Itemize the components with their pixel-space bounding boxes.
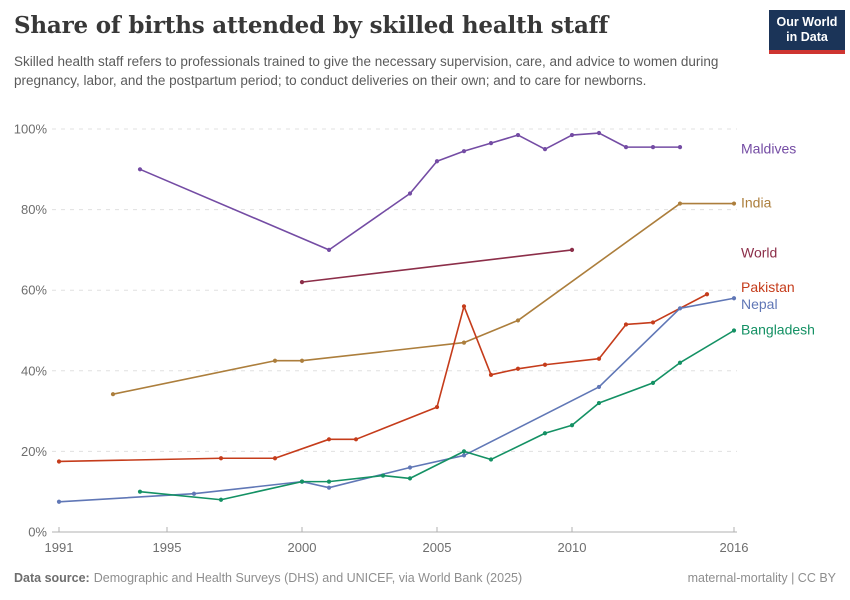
series-point-pakistan (542, 362, 548, 367)
owid-logo-line2: in Data (786, 30, 828, 45)
series-point-maldives (461, 149, 467, 154)
series-point-bangladesh (326, 479, 332, 484)
series-point-bangladesh (650, 380, 656, 385)
owid-logo: Our World in Data (769, 10, 845, 54)
series-point-nepal (461, 453, 467, 458)
series-point-india (461, 340, 467, 345)
series-point-pakistan (353, 437, 359, 442)
series-point-pakistan (623, 322, 629, 327)
series-point-bangladesh (461, 449, 467, 454)
series-point-maldives (596, 130, 602, 136)
series-point-world (299, 280, 305, 285)
series-point-maldives (542, 147, 548, 152)
series-label-world: World (741, 245, 777, 261)
series-point-nepal (56, 499, 62, 504)
series-point-bangladesh (488, 457, 494, 462)
series-point-maldives (650, 145, 656, 150)
x-tick-label: 1995 (153, 540, 182, 555)
series-label-nepal: Nepal (741, 296, 778, 312)
series-point-nepal (731, 296, 737, 301)
license-note: maternal-mortality | CC BY (687, 571, 836, 585)
series-point-maldives (569, 132, 575, 138)
x-tick-label: 1991 (45, 540, 74, 555)
series-point-nepal (326, 485, 332, 490)
series-point-india (731, 201, 737, 206)
series-point-pakistan (461, 304, 467, 309)
y-tick-label: 80% (21, 202, 47, 217)
series-point-nepal (407, 465, 413, 470)
series-point-world (569, 247, 575, 252)
series-label-pakistan: Pakistan (741, 279, 795, 295)
series-point-maldives (326, 247, 332, 252)
x-tick-label: 2010 (558, 540, 587, 555)
series-point-pakistan (515, 366, 521, 371)
series-point-maldives (677, 145, 683, 150)
series-point-india (677, 201, 683, 206)
y-tick-label: 60% (21, 283, 47, 298)
series-point-bangladesh (407, 476, 413, 481)
series-point-india (110, 392, 116, 397)
series-line-nepal (58, 297, 735, 503)
series-point-bangladesh (677, 360, 683, 365)
series-point-pakistan (218, 456, 224, 461)
series-line-pakistan (58, 293, 708, 463)
series-line-india (112, 202, 735, 395)
series-point-bangladesh (731, 328, 737, 333)
series-point-bangladesh (542, 431, 548, 436)
series-point-bangladesh (137, 489, 143, 494)
series-point-bangladesh (218, 497, 224, 502)
page-title: Share of births attended by skilled heal… (14, 12, 609, 39)
series-point-pakistan (650, 320, 656, 325)
series-point-nepal (596, 384, 602, 390)
series-point-nepal (191, 491, 197, 496)
series-point-india (272, 358, 278, 363)
series-label-bangladesh: Bangladesh (741, 322, 815, 338)
series-point-bangladesh (299, 479, 305, 484)
series-point-pakistan (488, 372, 494, 377)
series-label-india: India (741, 195, 772, 211)
y-tick-label: 0% (28, 525, 47, 540)
series-point-pakistan (326, 437, 332, 442)
chart-subtitle: Skilled health staff refers to professio… (14, 54, 719, 88)
series-point-pakistan (56, 459, 62, 464)
series-point-maldives (515, 132, 521, 138)
data-source-note: Data source: Demographic and Health Surve… (14, 571, 522, 585)
series-point-bangladesh (569, 423, 575, 428)
series-line-world (301, 249, 573, 283)
y-tick-label: 20% (21, 444, 47, 459)
series-point-nepal (677, 306, 683, 311)
series-point-india (515, 318, 521, 323)
series-point-pakistan (434, 404, 440, 410)
x-tick-label: 2005 (423, 540, 452, 555)
x-tick-label: 2016 (720, 540, 749, 555)
data-source-text: Demographic and Health Surveys (DHS) and… (93, 571, 523, 585)
series-point-maldives (434, 159, 440, 164)
series-point-bangladesh (596, 400, 602, 406)
y-tick-label: 100% (14, 122, 48, 137)
series-point-maldives (137, 167, 143, 172)
series-label-maldives: Maldives (741, 141, 796, 157)
series-point-bangladesh (380, 473, 386, 478)
owid-logo-line1: Our World (776, 15, 838, 29)
data-source-label: Data source: (14, 571, 90, 585)
series-point-pakistan (596, 356, 602, 361)
series-point-pakistan (272, 456, 278, 461)
y-tick-label: 40% (21, 363, 47, 378)
chart-footer: Data source: Demographic and Health Surve… (14, 571, 836, 585)
series-point-india (299, 358, 305, 363)
series-line-bangladesh (139, 329, 735, 501)
series-point-maldives (623, 145, 629, 150)
series-point-pakistan (704, 292, 710, 297)
series-point-maldives (407, 191, 413, 196)
x-tick-label: 2000 (288, 540, 317, 555)
series-point-maldives (488, 141, 494, 146)
